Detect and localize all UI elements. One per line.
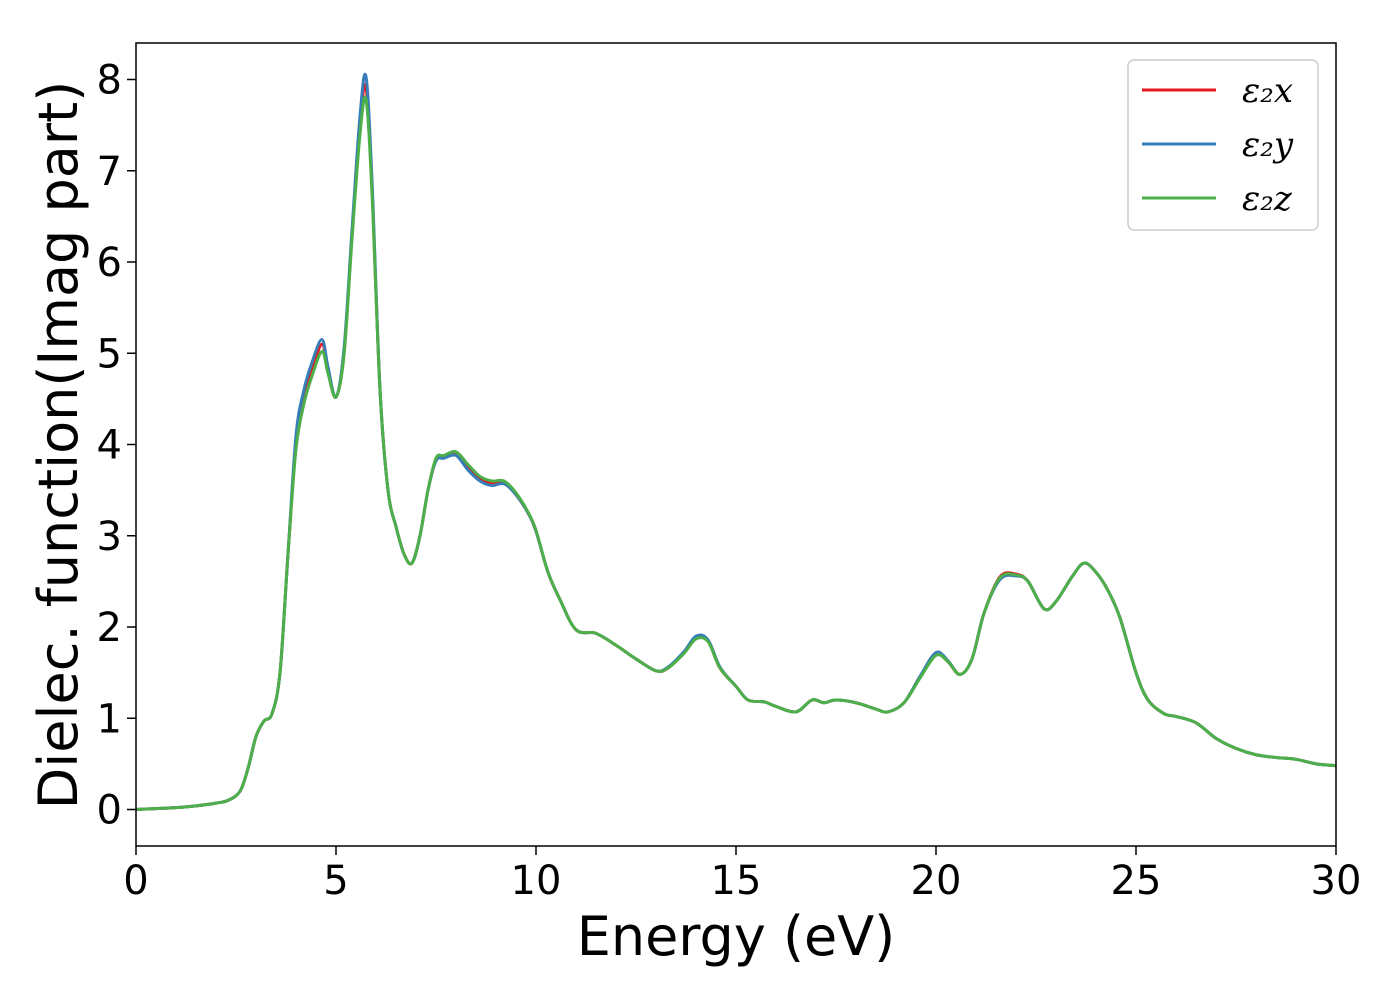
legend-label: ε₂z bbox=[1242, 179, 1293, 219]
legend-box bbox=[1127, 59, 1319, 231]
y-tick-label: 5 bbox=[97, 331, 122, 377]
series-layer bbox=[136, 72, 1336, 811]
y-tick-label: 3 bbox=[97, 514, 122, 560]
series-line-e2z bbox=[136, 95, 1336, 811]
y-axis: 0 1 2 3 4 5 6 7 8 bbox=[97, 58, 136, 834]
legend-label: ε₂x bbox=[1242, 71, 1293, 111]
x-tick-label: 10 bbox=[511, 858, 562, 904]
y-tick-label: 4 bbox=[97, 423, 122, 469]
y-tick-label: 7 bbox=[97, 149, 122, 195]
x-tick-label: 0 bbox=[123, 858, 148, 904]
y-tick-label: 0 bbox=[97, 788, 122, 834]
x-tick-label: 15 bbox=[711, 858, 762, 904]
legend-label: ε₂y bbox=[1242, 125, 1294, 165]
x-tick-label: 30 bbox=[1311, 858, 1362, 904]
x-axis: 0 5 10 15 20 25 30 bbox=[123, 846, 1361, 904]
y-tick-label: 8 bbox=[97, 58, 122, 104]
x-tick-label: 5 bbox=[323, 858, 348, 904]
y-tick-label: 2 bbox=[97, 605, 122, 651]
legend: ε₂x ε₂y ε₂z bbox=[1127, 59, 1319, 231]
y-tick-label: 6 bbox=[97, 240, 122, 286]
x-tick-label: 20 bbox=[911, 858, 962, 904]
y-tick-label: 1 bbox=[97, 696, 122, 742]
y-axis-title: Dielec. function(Imag part) bbox=[27, 81, 90, 810]
x-tick-label: 25 bbox=[1111, 858, 1162, 904]
x-axis-title: Energy (eV) bbox=[577, 905, 896, 968]
